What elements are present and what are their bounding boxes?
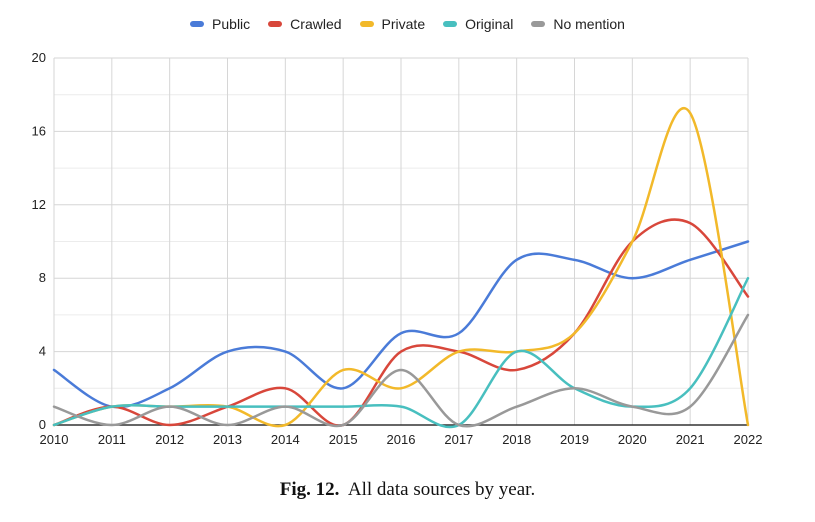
legend-item-public: Public	[190, 16, 250, 32]
legend-label: Public	[212, 16, 251, 32]
chart-svg: 0 4 8 12 16 20 2010 2011 2012 2013 2014 2015 2016 201…	[32, 50, 763, 447]
x-tick-label: 2019	[560, 432, 589, 447]
y-tick-label: 4	[39, 344, 46, 359]
caption-label: Fig. 12.	[279, 479, 340, 500]
x-tick-label: 2015	[329, 432, 358, 447]
legend-item-private: Private	[359, 16, 426, 32]
legend-swatch	[531, 21, 546, 27]
chart-area: Public Crawled Private Original No mention 0…	[0, 16, 815, 447]
y-tick-label: 8	[39, 270, 46, 285]
y-tick-label: 20	[32, 50, 46, 65]
x-tick-label: 2014	[271, 432, 300, 447]
x-tick-label: 2013	[213, 432, 242, 447]
caption-text: All data sources by year.	[347, 479, 536, 500]
series-line-no-mention	[52, 313, 750, 428]
legend-item-crawled: Crawled	[268, 16, 342, 32]
series-line-public	[52, 240, 750, 409]
x-tick-label: 2016	[387, 432, 416, 447]
legend-item-original: Original	[443, 16, 513, 32]
legend-label: Private	[381, 16, 426, 32]
x-tick-label: 2012	[155, 432, 184, 447]
legend-swatch	[190, 21, 205, 27]
legend-label: Crawled	[290, 16, 342, 32]
legend-label: Original	[465, 16, 514, 32]
x-tick-label: 2021	[676, 432, 705, 447]
y-tick-label: 12	[32, 197, 46, 212]
legend-item-no-mention: No mention	[531, 16, 625, 32]
x-tick-label: 2020	[618, 432, 647, 447]
x-tick-label: 2010	[40, 432, 69, 447]
x-tick-label: 2017	[444, 432, 473, 447]
x-tick-label: 2018	[502, 432, 531, 447]
y-tick-label: 16	[32, 123, 46, 138]
legend-swatch	[443, 21, 458, 27]
legend-label: No mention	[553, 16, 625, 32]
x-tick-label: 2022	[734, 432, 763, 447]
x-tick-label: 2011	[98, 432, 126, 447]
legend: Public Crawled Private Original No mention	[0, 16, 815, 32]
legend-swatch	[268, 21, 283, 27]
y-tick-label: 0	[39, 417, 46, 432]
legend-swatch	[359, 21, 374, 27]
figure-caption: Fig. 12. All data sources by year.	[0, 479, 815, 501]
